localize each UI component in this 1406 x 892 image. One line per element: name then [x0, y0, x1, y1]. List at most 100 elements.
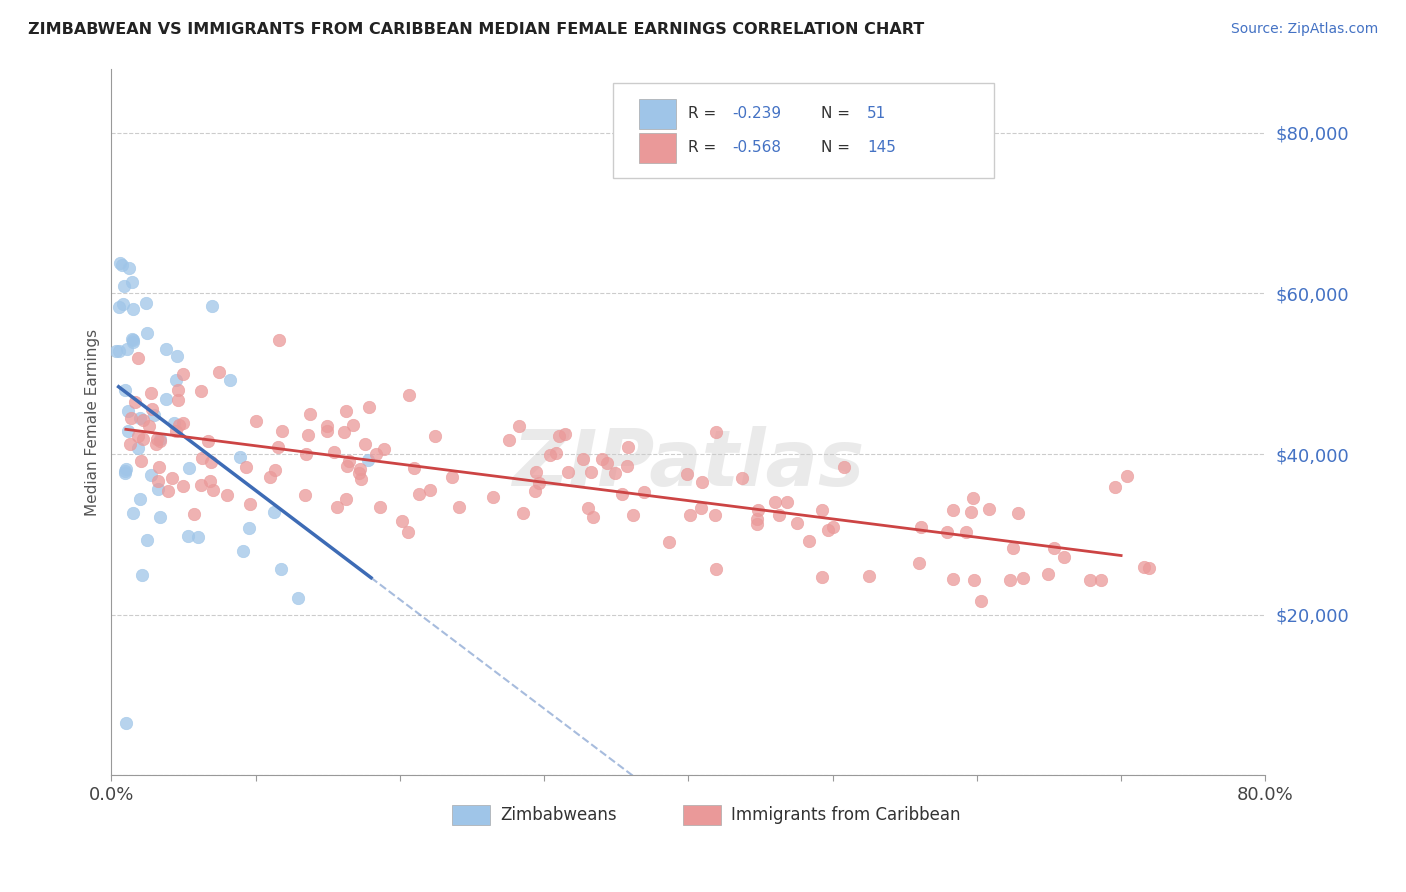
Point [335, 403, 357, 417]
Point [114, 278, 136, 293]
Point [768, 508, 790, 522]
Point [259, 469, 281, 483]
Point [238, 521, 260, 535]
Point [745, 511, 768, 525]
Point [747, 503, 769, 517]
Point [127, 429, 149, 443]
Point [548, 428, 571, 442]
Point [449, 500, 471, 515]
Point [146, 432, 169, 446]
Point [745, 516, 768, 531]
Text: N =: N = [821, 140, 855, 155]
Point [114, 383, 136, 397]
Point [498, 433, 520, 447]
Point [202, 483, 225, 497]
Point [402, 460, 425, 475]
Point [141, 402, 163, 417]
Point [104, 343, 127, 358]
Point [955, 524, 977, 539]
Point [131, 567, 153, 582]
Point [163, 416, 186, 430]
Text: ZIMBABWEAN VS IMMIGRANTS FROM CARIBBEAN MEDIAN FEMALE EARNINGS CORRELATION CHART: ZIMBABWEAN VS IMMIGRANTS FROM CARIBBEAN … [28, 22, 924, 37]
Point [139, 468, 162, 483]
Point [316, 418, 339, 433]
Point [270, 562, 292, 576]
Point [603, 466, 626, 480]
Point [239, 497, 262, 511]
Point [731, 471, 754, 485]
Point [441, 469, 464, 483]
Point [138, 419, 160, 434]
Point [1007, 506, 1029, 520]
Point [1115, 469, 1137, 483]
Point [295, 447, 318, 461]
Point [1137, 561, 1160, 575]
Point [114, 716, 136, 731]
Point [122, 506, 145, 520]
Point [910, 520, 932, 534]
Point [337, 454, 360, 468]
Point [162, 471, 184, 485]
Point [297, 427, 319, 442]
Point [166, 349, 188, 363]
Point [132, 432, 155, 446]
Point [127, 441, 149, 455]
Point [172, 416, 194, 430]
Point [122, 334, 145, 349]
Point [423, 429, 446, 443]
Point [167, 383, 190, 397]
Point [977, 502, 1000, 516]
Point [128, 411, 150, 425]
Point [148, 475, 170, 489]
Point [124, 394, 146, 409]
Point [676, 467, 699, 482]
Point [370, 500, 392, 514]
Point [689, 501, 711, 516]
Point [120, 437, 142, 451]
Point [1036, 567, 1059, 582]
Point [155, 342, 177, 356]
Point [765, 495, 787, 509]
Point [817, 523, 839, 537]
Point [114, 466, 136, 480]
Point [108, 300, 131, 314]
Point [858, 568, 880, 582]
Point [172, 367, 194, 381]
Point [172, 479, 194, 493]
Point [187, 530, 209, 544]
Point [114, 462, 136, 476]
Point [776, 495, 799, 509]
Point [114, 464, 136, 478]
Point [398, 387, 420, 401]
Point [690, 475, 713, 489]
Point [1133, 559, 1156, 574]
Point [408, 486, 430, 500]
Point [1001, 541, 1024, 555]
Point [797, 533, 820, 548]
Point [349, 462, 371, 476]
Point [148, 483, 170, 497]
Point [135, 533, 157, 547]
Point [122, 333, 145, 347]
Point [970, 594, 993, 608]
Point [191, 451, 214, 466]
Point [245, 414, 267, 428]
Point [183, 507, 205, 521]
Point [335, 491, 357, 506]
Point [108, 256, 131, 270]
Point [621, 508, 644, 522]
Point [354, 437, 377, 451]
Point [148, 432, 170, 446]
Point [264, 463, 287, 477]
Point [359, 400, 381, 414]
Point [169, 418, 191, 433]
Point [1053, 550, 1076, 565]
Point [524, 465, 547, 479]
Point [1104, 480, 1126, 494]
Point [942, 572, 965, 586]
Point [127, 351, 149, 365]
Point [616, 458, 638, 473]
Text: N =: N = [821, 106, 855, 121]
Point [115, 342, 138, 356]
Point [546, 446, 568, 460]
